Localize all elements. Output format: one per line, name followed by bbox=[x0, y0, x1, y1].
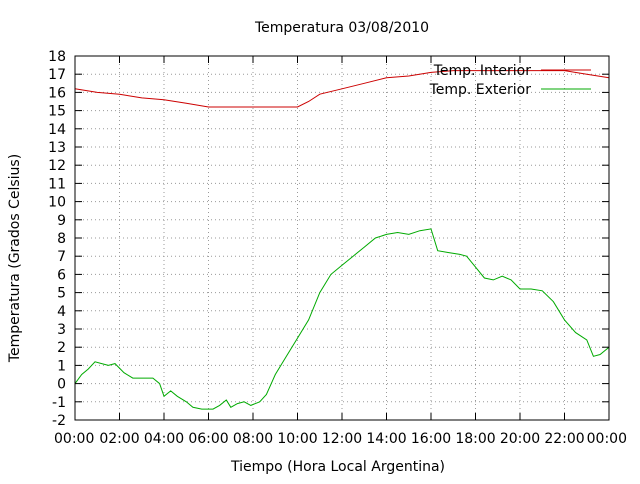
y-tick-label: 7 bbox=[57, 249, 66, 265]
y-tick-label: 3 bbox=[57, 322, 66, 338]
y-tick-label: 1 bbox=[57, 358, 66, 374]
y-tick-label: 6 bbox=[57, 267, 66, 283]
series-layer bbox=[74, 70, 610, 410]
y-tick-label: 0 bbox=[57, 377, 66, 393]
y-tick-label: 2 bbox=[57, 340, 66, 356]
y-tick-label: 9 bbox=[57, 213, 66, 229]
x-tick-label: 08:00 bbox=[233, 431, 273, 447]
y-tick-label: 11 bbox=[48, 176, 66, 192]
y-tick-label: 18 bbox=[48, 49, 66, 65]
x-tick-label: 10:00 bbox=[277, 431, 317, 447]
x-tick-label: 20:00 bbox=[500, 431, 540, 447]
y-tick-label: 5 bbox=[57, 286, 66, 302]
x-tick-label: 02:00 bbox=[99, 431, 139, 447]
legend: Temp. Interior Temp. Exterior bbox=[429, 63, 591, 98]
x-tick-label: 22:00 bbox=[544, 431, 584, 447]
y-tick-label: 8 bbox=[57, 231, 66, 247]
y-tick-label: 13 bbox=[48, 140, 66, 156]
grid-layer bbox=[75, 56, 609, 420]
y-tick-label: 15 bbox=[48, 104, 66, 120]
y-tick-label: -2 bbox=[52, 413, 66, 429]
y-tick-label: 10 bbox=[48, 195, 66, 211]
series-line-interior bbox=[74, 70, 610, 108]
chart-title: Temperatura 03/08/2010 bbox=[254, 20, 429, 36]
x-tick-label: 06:00 bbox=[188, 431, 228, 447]
y-tick-label: 16 bbox=[48, 85, 66, 101]
y-tick-label: -1 bbox=[52, 395, 66, 411]
y-tick-label: 14 bbox=[48, 122, 66, 138]
y-axis-label: Temperatura (Grados Celsius) bbox=[7, 154, 23, 363]
x-tick-label: 04:00 bbox=[144, 431, 184, 447]
y-tick-label: 4 bbox=[57, 304, 66, 320]
series-line-exterior bbox=[74, 228, 610, 410]
x-tick-label: 12:00 bbox=[322, 431, 362, 447]
y-tick-label: 12 bbox=[48, 158, 66, 174]
x-tick-label: 16:00 bbox=[411, 431, 451, 447]
y-tick-label: 17 bbox=[48, 67, 66, 83]
x-tick-label: 14:00 bbox=[366, 431, 406, 447]
x-tick-label: 00:00 bbox=[587, 431, 627, 447]
x-tick-label: 18:00 bbox=[455, 431, 495, 447]
x-tick-label: 00:00 bbox=[54, 431, 94, 447]
legend-label-exterior: Temp. Exterior bbox=[429, 82, 532, 98]
x-axis-label: Tiempo (Hora Local Argentina) bbox=[230, 459, 445, 475]
legend-label-interior: Temp. Interior bbox=[433, 63, 532, 79]
